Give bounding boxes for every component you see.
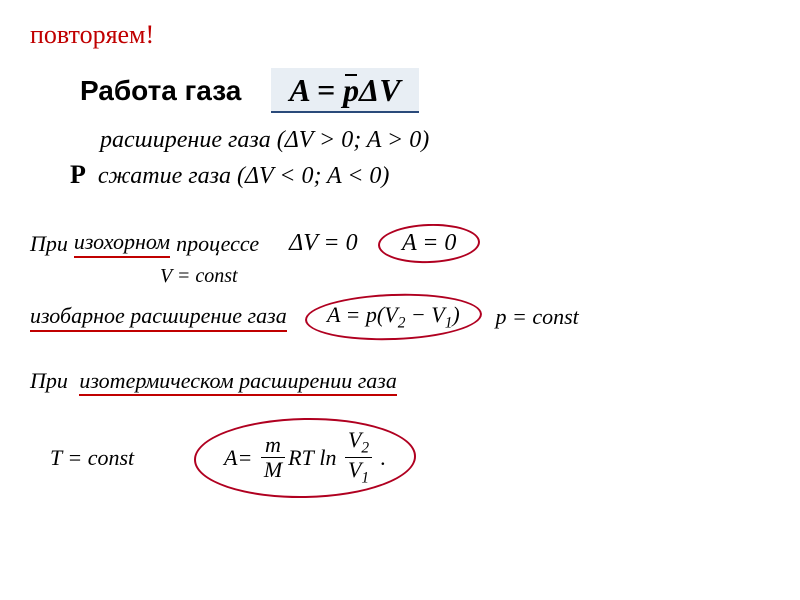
isochoric-result: A = 0 [402,230,456,257]
mass-fraction: m M [261,434,285,483]
expansion-label: расширение газа [100,127,271,153]
vol-frac-den: V1 [345,459,372,488]
t-const: T = const [50,445,134,471]
volume-fraction: V2 V1 [345,428,372,488]
isobaric-formula: A = p(V2 − V1) [327,302,460,332]
isothermal-formula: A = m M RT ln V2 V1 . [224,428,386,488]
mass-frac-num: m [261,434,285,459]
isothermal-formula-ellipse: A = m M RT ln V2 V1 . [193,416,416,500]
main-formula: A = pΔV [271,68,418,113]
mass-frac-den: M [261,459,285,483]
isobaric-term: изобарное расширение газа [30,303,287,332]
compression-prefix: Р [70,160,86,189]
expansion-condition: (ΔV > 0; A > 0) [277,127,429,153]
isobaric-line: изобарное расширение газа A = p(V2 − V1)… [30,294,770,340]
isobaric-const: p = const [495,304,578,330]
compression-line: Р сжатие газа (ΔV < 0; A < 0) [70,160,770,190]
isothermal-row: T = const A = m M RT ln V2 V1 . [30,418,770,498]
expansion-line: расширение газа (ΔV > 0; A > 0) [100,127,770,154]
isochoric-const: V = const [160,265,770,288]
repeat-title: повторяем! [30,20,770,50]
isochoric-dv: ΔV = 0 [289,230,358,257]
isobaric-formula-ellipse: A = p(V2 − V1) [304,291,482,344]
isochoric-prefix: При [30,231,68,257]
isothermal-title: При изотермическом расширении газа [30,368,770,394]
isochoric-result-ellipse: A = 0 [377,222,481,265]
compression-condition: (ΔV < 0; A < 0) [237,163,389,189]
work-of-gas-label: Работа газа [80,75,241,107]
isochoric-suffix: процессе [176,231,259,257]
compression-label: сжатие газа [98,163,231,189]
isothermal-prefix: При [30,368,68,393]
vol-frac-num: V2 [345,428,372,458]
isothermal-term: изотермическом расширении газа [79,368,397,396]
isochoric-term: изохорном [74,229,170,258]
isochoric-block: При изохорном процессе ΔV = 0 A = 0 V = … [30,224,770,288]
isochoric-line: При изохорном процессе ΔV = 0 A = 0 [30,224,770,263]
work-of-gas-row: Работа газа A = pΔV [30,68,770,113]
